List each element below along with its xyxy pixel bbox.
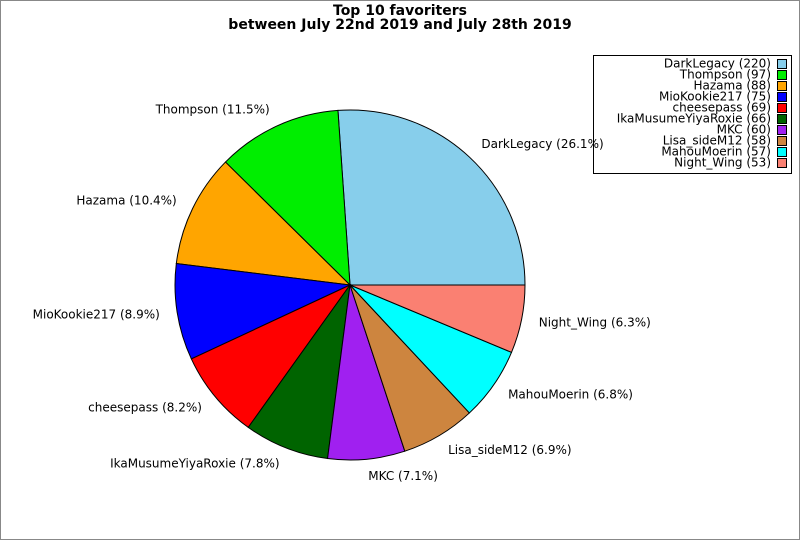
legend-label: cheesepass (69): [672, 101, 771, 115]
legend-swatch: [777, 125, 787, 135]
legend-swatch: [777, 81, 787, 91]
slice-label: cheesepass (8.2%): [88, 401, 202, 415]
slice-label: Hazama (10.4%): [76, 194, 176, 208]
slice-label: Lisa_sideM12 (6.9%): [448, 443, 572, 457]
slice-label: MKC (7.1%): [368, 469, 438, 483]
slice-label: DarkLegacy (26.1%): [481, 137, 603, 151]
pie-slice: [224, 109, 351, 287]
legend-swatch: [777, 103, 787, 113]
legend-swatch: [777, 92, 787, 102]
legend-label: Thompson (97): [679, 68, 771, 82]
slice-label: Thompson (11.5%): [155, 103, 270, 117]
slice-label: Night_Wing (6.3%): [539, 315, 651, 329]
pie-slice: [349, 284, 526, 353]
legend-swatch: [777, 70, 787, 80]
legend-swatch: [777, 147, 787, 157]
pie-slice: [175, 161, 352, 286]
slice-label: MioKookie217 (8.9%): [33, 308, 160, 322]
legend-swatch: [777, 136, 787, 146]
chart-title: Top 10 favoriters: [333, 3, 467, 19]
slice-label: IkaMusumeYiyaRoxie (7.8%): [110, 457, 279, 471]
chart-subtitle: between July 22nd 2019 and July 28th 201…: [228, 17, 571, 33]
legend-label: MahouMoerin (57): [661, 145, 771, 159]
legend-label: MKC (60): [717, 123, 771, 137]
legend-swatch: [777, 158, 787, 168]
legend-label: MioKookie217 (75): [659, 90, 771, 104]
pie-slice: [174, 262, 352, 360]
legend-label: Lisa_sideM12 (58): [663, 134, 771, 148]
slice-label: MahouMoerin (6.8%): [508, 387, 633, 401]
legend-swatch: [777, 59, 787, 69]
pie-slice: [190, 283, 352, 429]
legend-box: [593, 55, 792, 174]
pie-slice: [337, 109, 526, 286]
legend-label: DarkLegacy (220): [664, 57, 771, 71]
legend-label: Hazama (88): [693, 79, 771, 93]
legend-label: Night_Wing (53): [674, 156, 771, 170]
legend-label: IkaMusumeYiyaRoxie (66): [617, 112, 771, 126]
legend-swatch: [777, 114, 787, 124]
